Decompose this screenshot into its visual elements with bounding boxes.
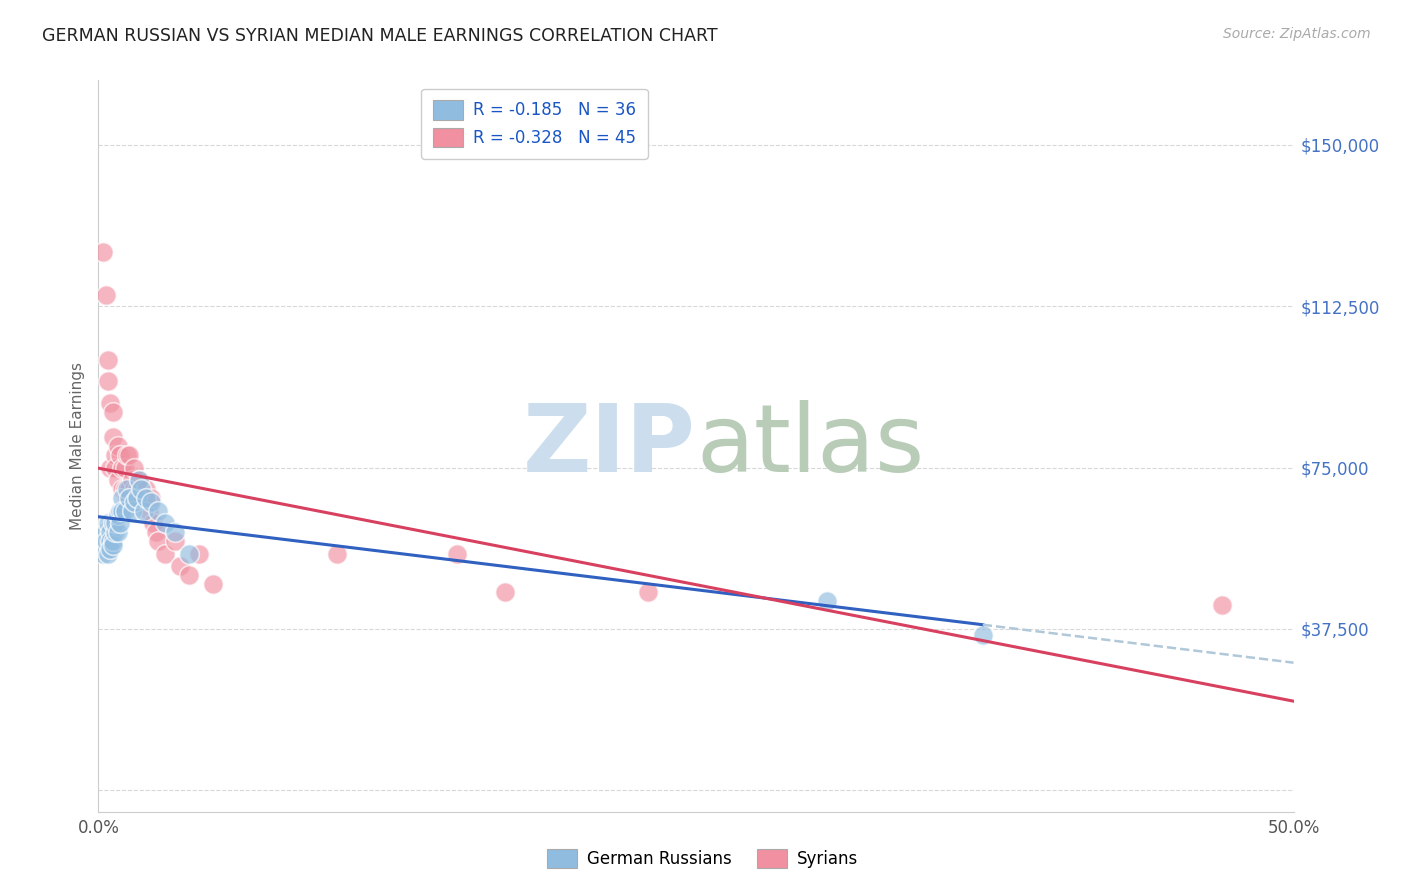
Point <box>326 547 349 561</box>
Point <box>139 495 162 509</box>
Point <box>148 503 170 517</box>
Point <box>94 524 117 539</box>
Point <box>125 491 148 505</box>
Point <box>98 396 122 410</box>
Point <box>107 474 129 488</box>
Y-axis label: Median Male Earnings: Median Male Earnings <box>69 362 84 530</box>
Point <box>155 516 177 531</box>
Point <box>124 482 146 496</box>
Point <box>98 533 122 548</box>
Point <box>111 482 134 496</box>
Legend: R = -0.185   N = 36, R = -0.328   N = 45: R = -0.185 N = 36, R = -0.328 N = 45 <box>422 88 648 159</box>
Point <box>121 503 143 517</box>
Point <box>115 448 138 462</box>
Point <box>104 448 127 462</box>
Point <box>115 482 138 496</box>
Point <box>98 542 122 557</box>
Point <box>94 288 117 302</box>
Point <box>108 516 131 531</box>
Point <box>118 491 141 505</box>
Point <box>1211 598 1233 612</box>
Point <box>163 533 186 548</box>
Point <box>124 495 146 509</box>
Point <box>97 375 120 389</box>
Point <box>815 594 838 608</box>
Point <box>135 491 157 505</box>
Point <box>202 576 225 591</box>
Point <box>142 516 165 531</box>
Point <box>111 503 134 517</box>
Point <box>124 460 146 475</box>
Point <box>111 491 134 505</box>
Point <box>169 559 191 574</box>
Point <box>163 524 186 539</box>
Point <box>107 508 129 522</box>
Point <box>94 533 117 548</box>
Point <box>91 245 114 260</box>
Point <box>118 448 141 462</box>
Point <box>97 516 120 531</box>
Point <box>138 503 160 517</box>
Point <box>104 524 127 539</box>
Point <box>132 491 155 505</box>
Text: Source: ZipAtlas.com: Source: ZipAtlas.com <box>1223 27 1371 41</box>
Point <box>637 585 659 599</box>
Text: ZIP: ZIP <box>523 400 696 492</box>
Point <box>98 460 122 475</box>
Point <box>98 524 122 539</box>
Text: GERMAN RUSSIAN VS SYRIAN MEDIAN MALE EARNINGS CORRELATION CHART: GERMAN RUSSIAN VS SYRIAN MEDIAN MALE EAR… <box>42 27 718 45</box>
Point <box>101 404 124 418</box>
Point <box>139 491 162 505</box>
Point <box>121 474 143 488</box>
Point <box>115 491 138 505</box>
Point <box>97 547 120 561</box>
Point <box>114 482 136 496</box>
Text: atlas: atlas <box>696 400 924 492</box>
Point <box>97 353 120 368</box>
Point <box>101 430 124 444</box>
Point <box>104 460 127 475</box>
Point <box>101 533 124 548</box>
Point <box>108 448 131 462</box>
Point <box>111 460 134 475</box>
Point <box>125 482 148 496</box>
Point <box>114 460 136 475</box>
Point <box>104 516 127 531</box>
Point <box>108 503 131 517</box>
Point <box>179 547 201 561</box>
Point <box>128 474 150 488</box>
Point <box>101 538 124 552</box>
Point <box>107 439 129 453</box>
Point <box>155 547 177 561</box>
Point <box>131 482 153 496</box>
Point <box>187 547 209 561</box>
Point <box>972 628 994 642</box>
Point <box>114 503 136 517</box>
Point <box>132 503 155 517</box>
Legend: German Russians, Syrians: German Russians, Syrians <box>541 842 865 875</box>
Point <box>107 524 129 539</box>
Point <box>135 482 157 496</box>
Point <box>494 585 516 599</box>
Point <box>91 547 114 561</box>
Point <box>446 547 468 561</box>
Point <box>145 524 167 539</box>
Point <box>118 482 141 496</box>
Point <box>148 533 170 548</box>
Point <box>128 474 150 488</box>
Point <box>179 568 201 582</box>
Point <box>131 491 153 505</box>
Point <box>101 516 124 531</box>
